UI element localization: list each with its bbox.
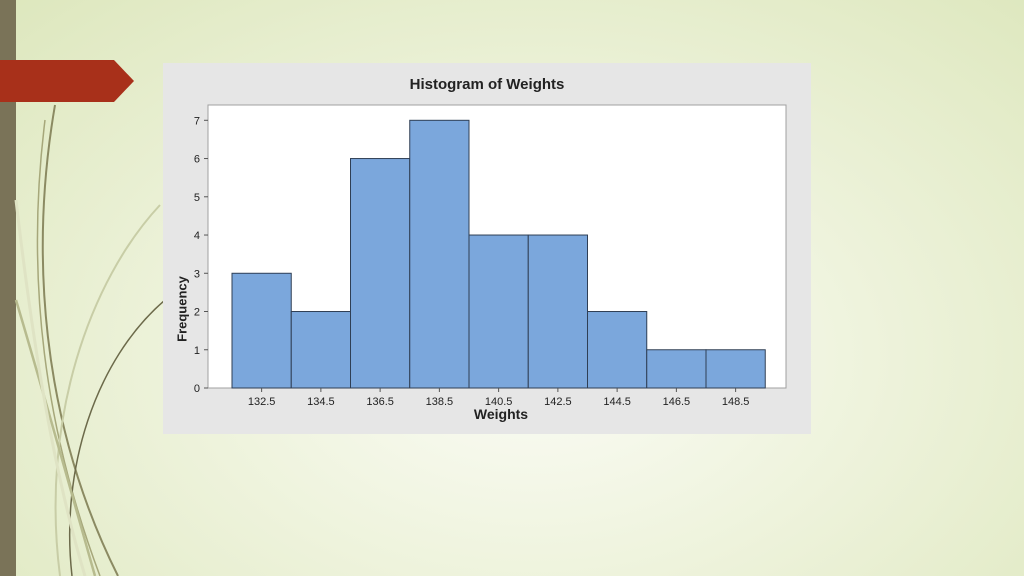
- y-tick-label: 6: [194, 154, 200, 166]
- histogram-bar: [527, 234, 588, 389]
- x-tick-label: 136.5: [366, 396, 394, 408]
- y-tick-label: 1: [194, 345, 200, 357]
- y-tick-label: 4: [194, 230, 200, 242]
- histogram-chart: 0 1 2 3 4 5 6 7 132.5 134.5 136.5 138.5 140.5 142.5 14…: [194, 104, 787, 408]
- y-tick-label: 0: [194, 383, 200, 395]
- slide-left-bar: [0, 0, 16, 576]
- histogram-bar: [231, 272, 292, 389]
- x-tick-label: 140.5: [485, 396, 513, 408]
- x-tick-label: 142.5: [544, 396, 572, 408]
- histogram-bar: [646, 349, 707, 389]
- x-tick-label: 134.5: [307, 396, 335, 408]
- histogram-bar: [587, 311, 648, 389]
- histogram-bar: [290, 311, 351, 389]
- histogram-bar: [350, 158, 411, 389]
- y-axis-label: Frequency: [174, 276, 190, 342]
- tab-arrow-shape: [0, 60, 134, 102]
- x-tick-label: 146.5: [663, 396, 691, 408]
- y-tick-label: 3: [194, 268, 200, 280]
- histogram-bar: [468, 234, 529, 389]
- y-tick-label: 7: [194, 115, 200, 127]
- x-axis-label: Weights: [473, 406, 529, 422]
- y-tick-label: 5: [194, 192, 200, 204]
- x-tick-label: 148.5: [722, 396, 750, 408]
- x-tick-label: 138.5: [426, 396, 454, 408]
- chart-panel: 0 1 2 3 4 5 6 7 132.5 134.5 136.5 138.5 140.5 142.5 14…: [163, 63, 811, 434]
- chart-title: Histogram of Weights: [409, 76, 565, 93]
- decorative-curves: [14, 104, 166, 576]
- y-tick-label: 2: [194, 307, 200, 319]
- histogram-bar: [705, 349, 766, 389]
- histogram-bar: [409, 119, 470, 389]
- x-tick-label: 132.5: [248, 396, 276, 408]
- x-tick-label: 144.5: [603, 396, 631, 408]
